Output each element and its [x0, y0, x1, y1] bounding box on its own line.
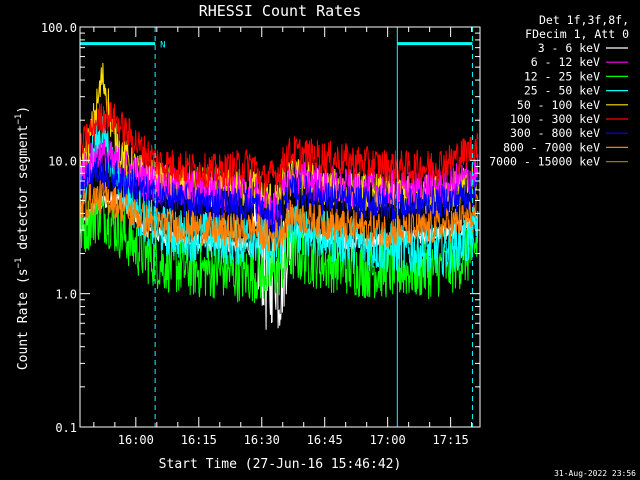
series-line: [79, 100, 479, 197]
x-tick-label: 16:45: [307, 433, 343, 447]
legend-entry-label: 25 - 50 keV: [524, 84, 600, 98]
vertical-markers: N: [80, 27, 473, 427]
y-axis-ticks: 0.1 1.0 10.0 100.0: [41, 21, 480, 435]
legend-header: FDecim 1, Att 0: [525, 27, 629, 41]
legend-entry-label: 6 - 12 keV: [531, 55, 600, 69]
legend-entry-label: 3 - 6 keV: [538, 41, 600, 55]
y-axis-label: Count Rate (s−1 detector segment−1): [14, 106, 31, 370]
legend-header: Det 1f,3f,8f,: [539, 13, 629, 27]
y-tick-label: 10.0: [48, 154, 77, 168]
legend-entry-label: 12 - 25 keV: [524, 69, 600, 83]
x-tick-label: 17:00: [370, 433, 406, 447]
x-axis-ticks: 16:00 16:15 16:30 16:45 17:00 17:15: [93, 27, 473, 447]
legend-entry-label: 100 - 300 keV: [510, 112, 600, 126]
y-tick-label: 0.1: [55, 421, 77, 435]
legend-entry-label: 800 - 7000 keV: [503, 140, 600, 154]
x-tick-label: 16:00: [118, 433, 154, 447]
legend-entry-label: 7000 - 15000 keV: [489, 155, 600, 169]
generation-timestamp: 31-Aug-2022 23:56: [554, 469, 636, 478]
x-tick-label: 17:15: [433, 433, 469, 447]
plot-frame: [79, 26, 481, 428]
plot-axes: [79, 26, 481, 428]
y-tick-label: 1.0: [55, 288, 77, 302]
series-line: [79, 192, 479, 304]
y-tick-label: 100.0: [41, 21, 77, 35]
series-line: [79, 180, 479, 252]
legend-entry-label: 300 - 800 keV: [510, 126, 600, 140]
series-line: [79, 156, 479, 235]
series-traces: [79, 62, 479, 330]
night-label: N: [160, 41, 165, 51]
chart-title: RHESSI Count Rates: [199, 2, 362, 20]
x-tick-label: 16:15: [181, 433, 217, 447]
legend-entry-label: 50 - 100 keV: [517, 98, 600, 112]
x-axis-label: Start Time (27-Jun-16 15:46:42): [159, 457, 402, 472]
x-tick-label: 16:30: [244, 433, 280, 447]
